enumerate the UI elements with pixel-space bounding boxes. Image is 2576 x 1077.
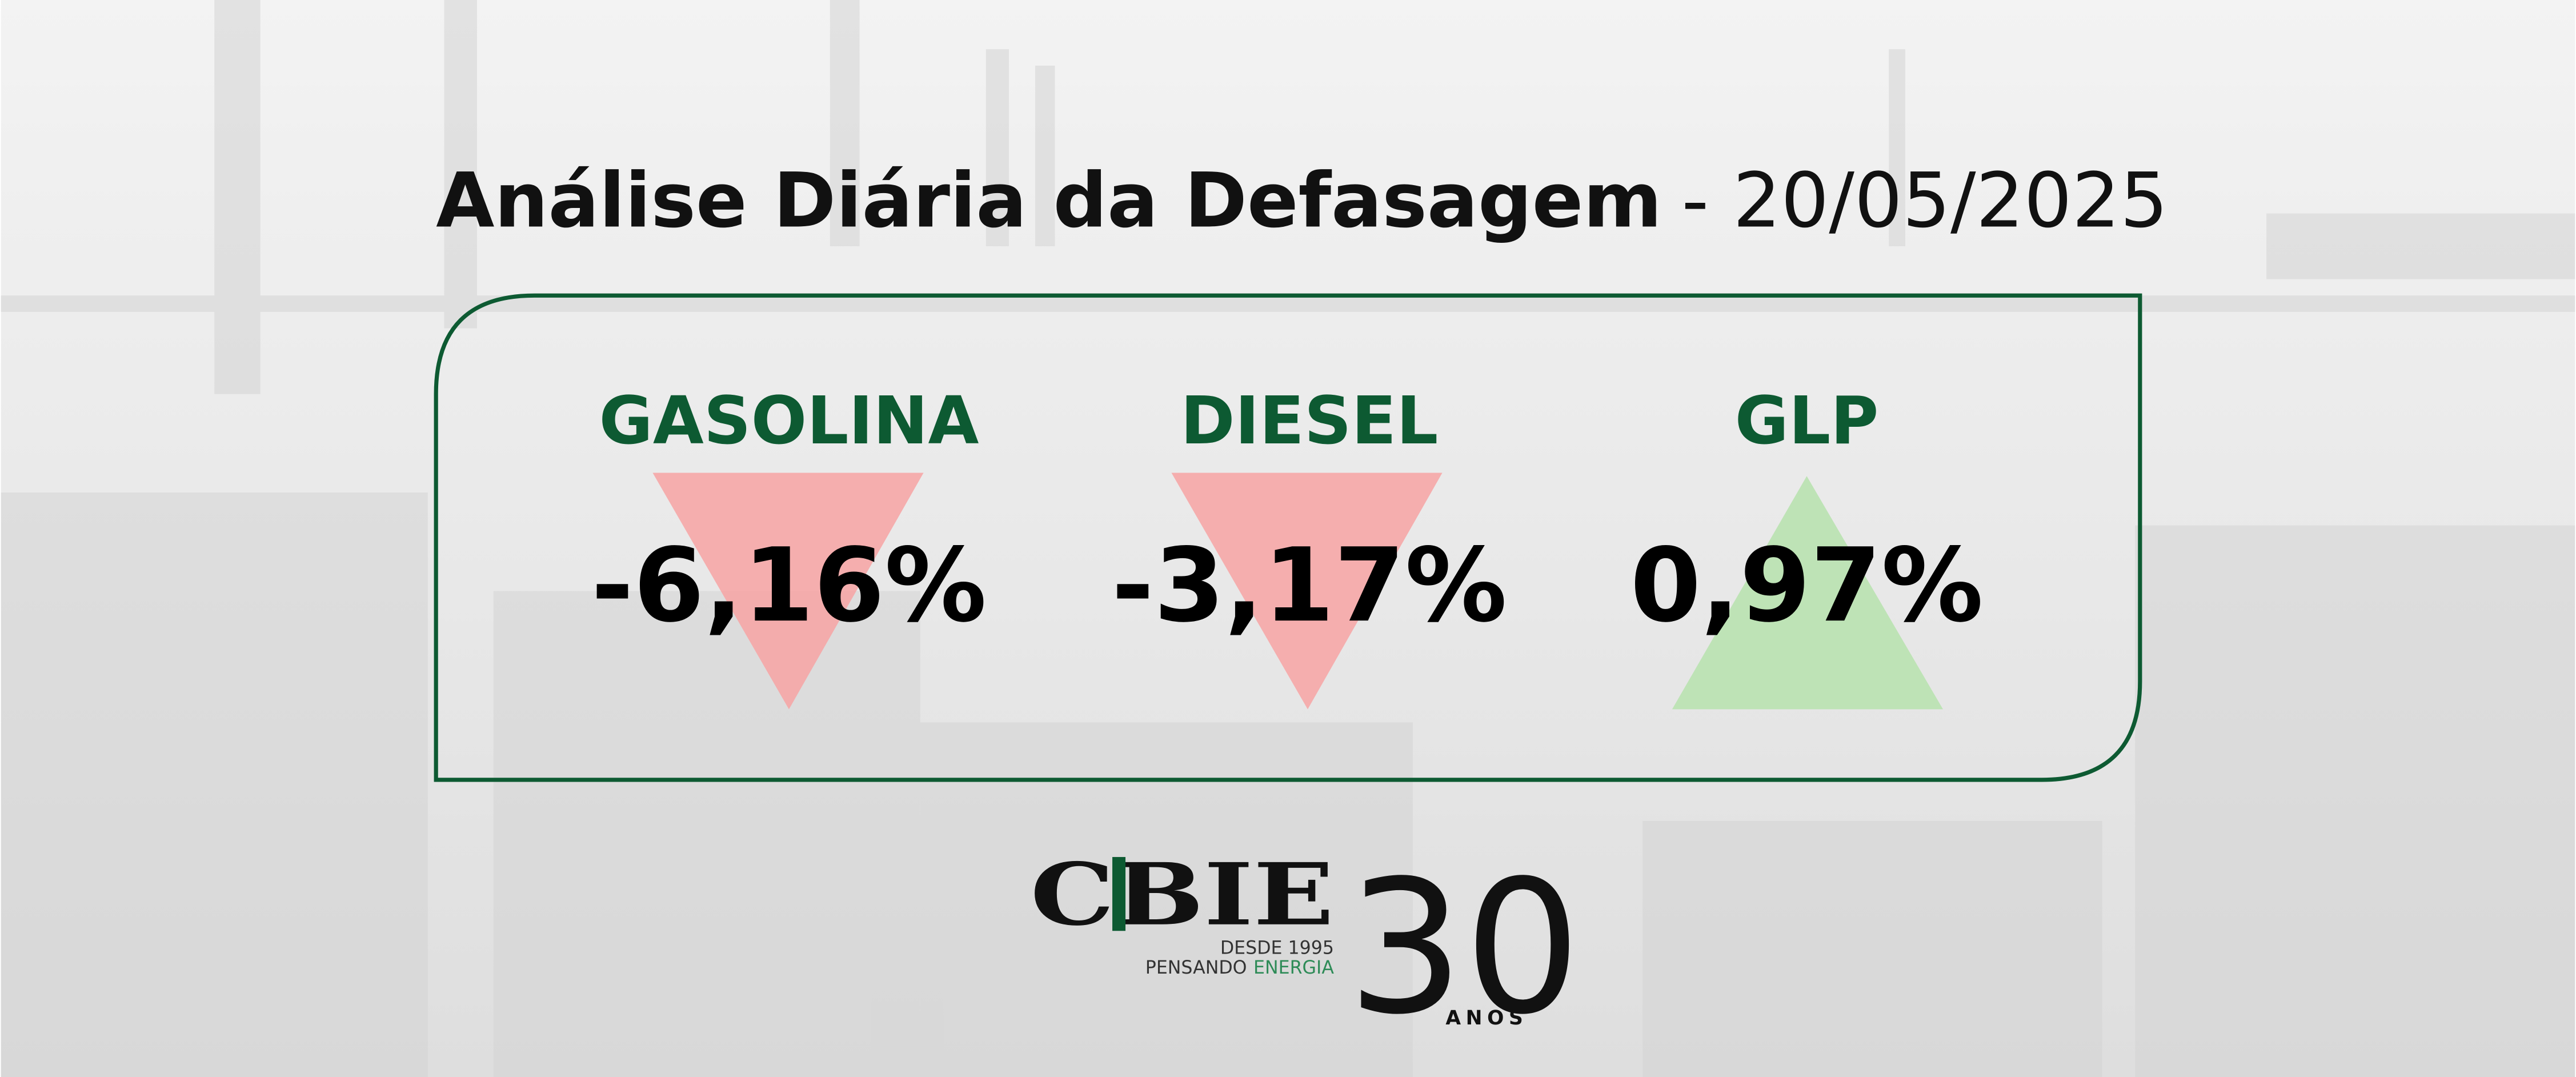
fuel-name: DIESEL <box>1180 383 1438 459</box>
logo-tagline: PENSANDO <box>1145 958 1247 978</box>
panel-frame <box>434 293 2142 782</box>
down-arrow <box>1171 473 1443 710</box>
lag-value: -6,16% <box>591 527 987 645</box>
lag-value: -3,17% <box>1112 527 1507 645</box>
fuel-name: GASOLINA <box>599 383 979 459</box>
logo-tagline-line: PENSANDO ENERGIA <box>1145 958 1335 978</box>
title: Análise Diária da Defasagem <box>436 157 1662 245</box>
down-arrow <box>652 473 924 710</box>
logo-anniversary: 30 <box>1347 840 1581 1055</box>
logo-accent <box>1112 856 1126 931</box>
fuel-name: GLP <box>1735 383 1879 459</box>
logo: CBIE DESDE 1995 PENSANDO ENERGIA 30 ANOS <box>1030 840 1581 1055</box>
logo-since: DESDE 1995 <box>1220 938 1334 958</box>
logo-years: ANOS <box>1445 1007 1528 1030</box>
logo-brand: CBIE <box>1030 845 1334 945</box>
lag-value: 0,97% <box>1630 527 1984 645</box>
title-line: Análise Diária da Defasagem - 20/05/2025 <box>436 157 2168 245</box>
date: - 20/05/2025 <box>1682 157 2168 245</box>
logo-tagline-accent: ENERGIA <box>1253 958 1334 978</box>
up-arrow <box>1672 476 1944 710</box>
